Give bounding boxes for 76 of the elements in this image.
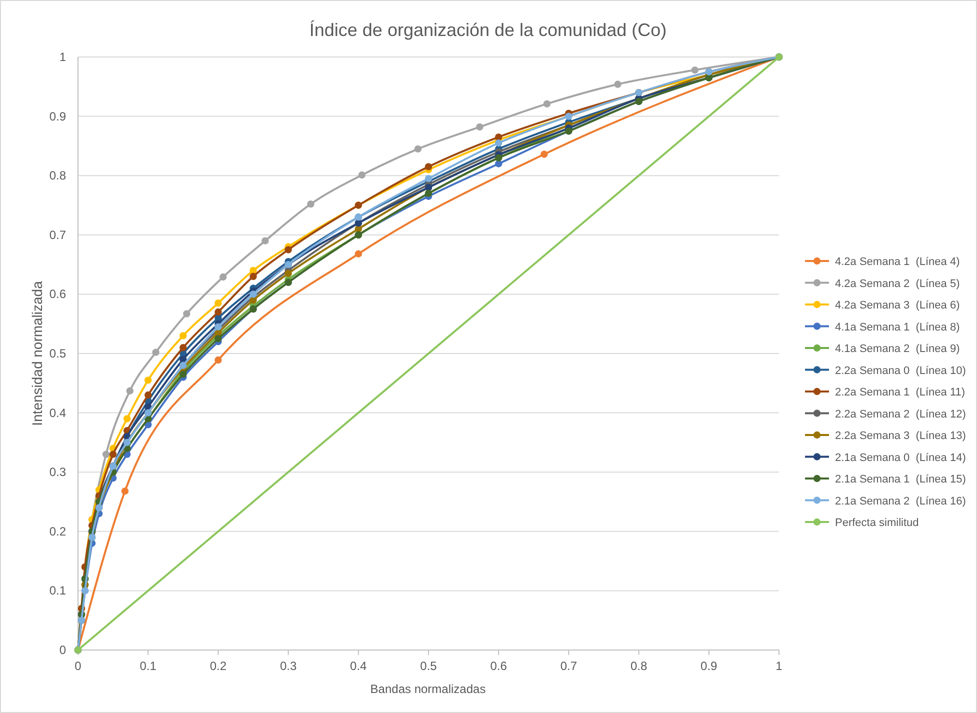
point bbox=[540, 150, 548, 158]
y-tick-label: 0 bbox=[59, 643, 66, 657]
x-tick-label: 0.4 bbox=[350, 659, 368, 673]
point bbox=[495, 139, 502, 147]
point bbox=[358, 171, 366, 179]
legend-label: Perfecta similitud bbox=[835, 517, 919, 529]
y-tick-label: 0.3 bbox=[49, 465, 66, 480]
point bbox=[307, 200, 314, 208]
legend-label: 2.1a Semana 2 (Línea 16) bbox=[835, 495, 966, 508]
point bbox=[180, 344, 187, 352]
y-tick-label: 0.6 bbox=[49, 287, 66, 302]
point bbox=[424, 163, 432, 170]
point bbox=[144, 376, 152, 384]
legend-label: 2.1a Semana 0 (Línea 14) bbox=[835, 452, 966, 464]
point bbox=[543, 100, 551, 108]
point bbox=[123, 415, 131, 422]
legend-label: 4.2a Semana 3 (Línea 6) bbox=[835, 300, 960, 312]
point bbox=[183, 310, 190, 318]
point bbox=[284, 246, 292, 254]
point bbox=[126, 387, 134, 394]
legend-label: 4.2a Semana 1 (Línea 4) bbox=[835, 256, 960, 268]
x-tick-label: 1 bbox=[776, 659, 783, 673]
point bbox=[102, 450, 110, 458]
legend-label: 4.1a Semana 2 (Línea 9) bbox=[835, 343, 960, 355]
point bbox=[414, 145, 422, 153]
legend-label: 4.2a Semana 2 (Línea 5) bbox=[835, 278, 960, 290]
point bbox=[214, 323, 222, 330]
point bbox=[144, 391, 152, 399]
x-tick-label: 0.1 bbox=[140, 659, 157, 673]
legend-label: 2.2a Semana 0 (Línea 10) bbox=[835, 364, 966, 377]
point bbox=[250, 272, 257, 280]
point bbox=[214, 308, 222, 316]
y-tick-label: 0.7 bbox=[49, 228, 66, 242]
x-tick-label: 0.7 bbox=[560, 659, 578, 673]
point bbox=[424, 174, 432, 182]
legend-label: 2.2a Semana 3 (Línea 13) bbox=[835, 430, 966, 442]
x-tick-label: 0.8 bbox=[630, 659, 648, 673]
y-tick-label: 0.8 bbox=[49, 168, 66, 183]
legend-label: 2.2a Semana 2 (Línea 12) bbox=[835, 408, 966, 420]
x-tick-label: 0.6 bbox=[490, 659, 508, 673]
y-tick-label: 0.9 bbox=[49, 109, 66, 124]
y-axis-title: Intensidad normalizada bbox=[29, 280, 45, 426]
y-tick-label: 1 bbox=[59, 50, 66, 64]
point bbox=[250, 266, 257, 274]
chart-title: Índice de organización de la comunidad (Co) bbox=[309, 20, 667, 40]
point bbox=[121, 487, 129, 495]
point bbox=[109, 450, 117, 458]
x-tick-label: 0.5 bbox=[420, 659, 438, 673]
y-tick-label: 0.2 bbox=[49, 524, 66, 538]
point bbox=[614, 80, 622, 88]
point bbox=[220, 273, 227, 281]
legend-label: 2.2a Semana 1 (Línea 11) bbox=[835, 386, 966, 398]
point bbox=[250, 290, 257, 298]
x-tick-label: 0.2 bbox=[210, 659, 227, 673]
legend-label: 4.1a Semana 1 (Línea 8) bbox=[835, 321, 960, 334]
y-tick-label: 0.5 bbox=[49, 346, 66, 360]
point bbox=[476, 123, 484, 131]
point bbox=[180, 370, 187, 378]
point bbox=[214, 356, 222, 364]
point bbox=[214, 335, 222, 342]
point bbox=[180, 332, 187, 340]
point bbox=[262, 237, 269, 244]
point bbox=[284, 270, 292, 278]
point bbox=[152, 348, 160, 356]
x-tick-label: 0.9 bbox=[700, 659, 718, 673]
y-tick-label: 0.4 bbox=[49, 406, 66, 420]
x-axis-title: Bandas normalizadas bbox=[370, 682, 486, 696]
x-tick-label: 0.3 bbox=[280, 659, 297, 673]
point bbox=[691, 66, 698, 74]
point bbox=[495, 133, 502, 141]
point bbox=[495, 160, 502, 168]
point bbox=[214, 300, 222, 307]
y-tick-label: 0.1 bbox=[49, 584, 66, 598]
legend-label: 2.1a Semana 1 (Línea 15) bbox=[835, 474, 966, 486]
x-tick-label: 0 bbox=[74, 659, 82, 673]
point bbox=[354, 250, 362, 258]
